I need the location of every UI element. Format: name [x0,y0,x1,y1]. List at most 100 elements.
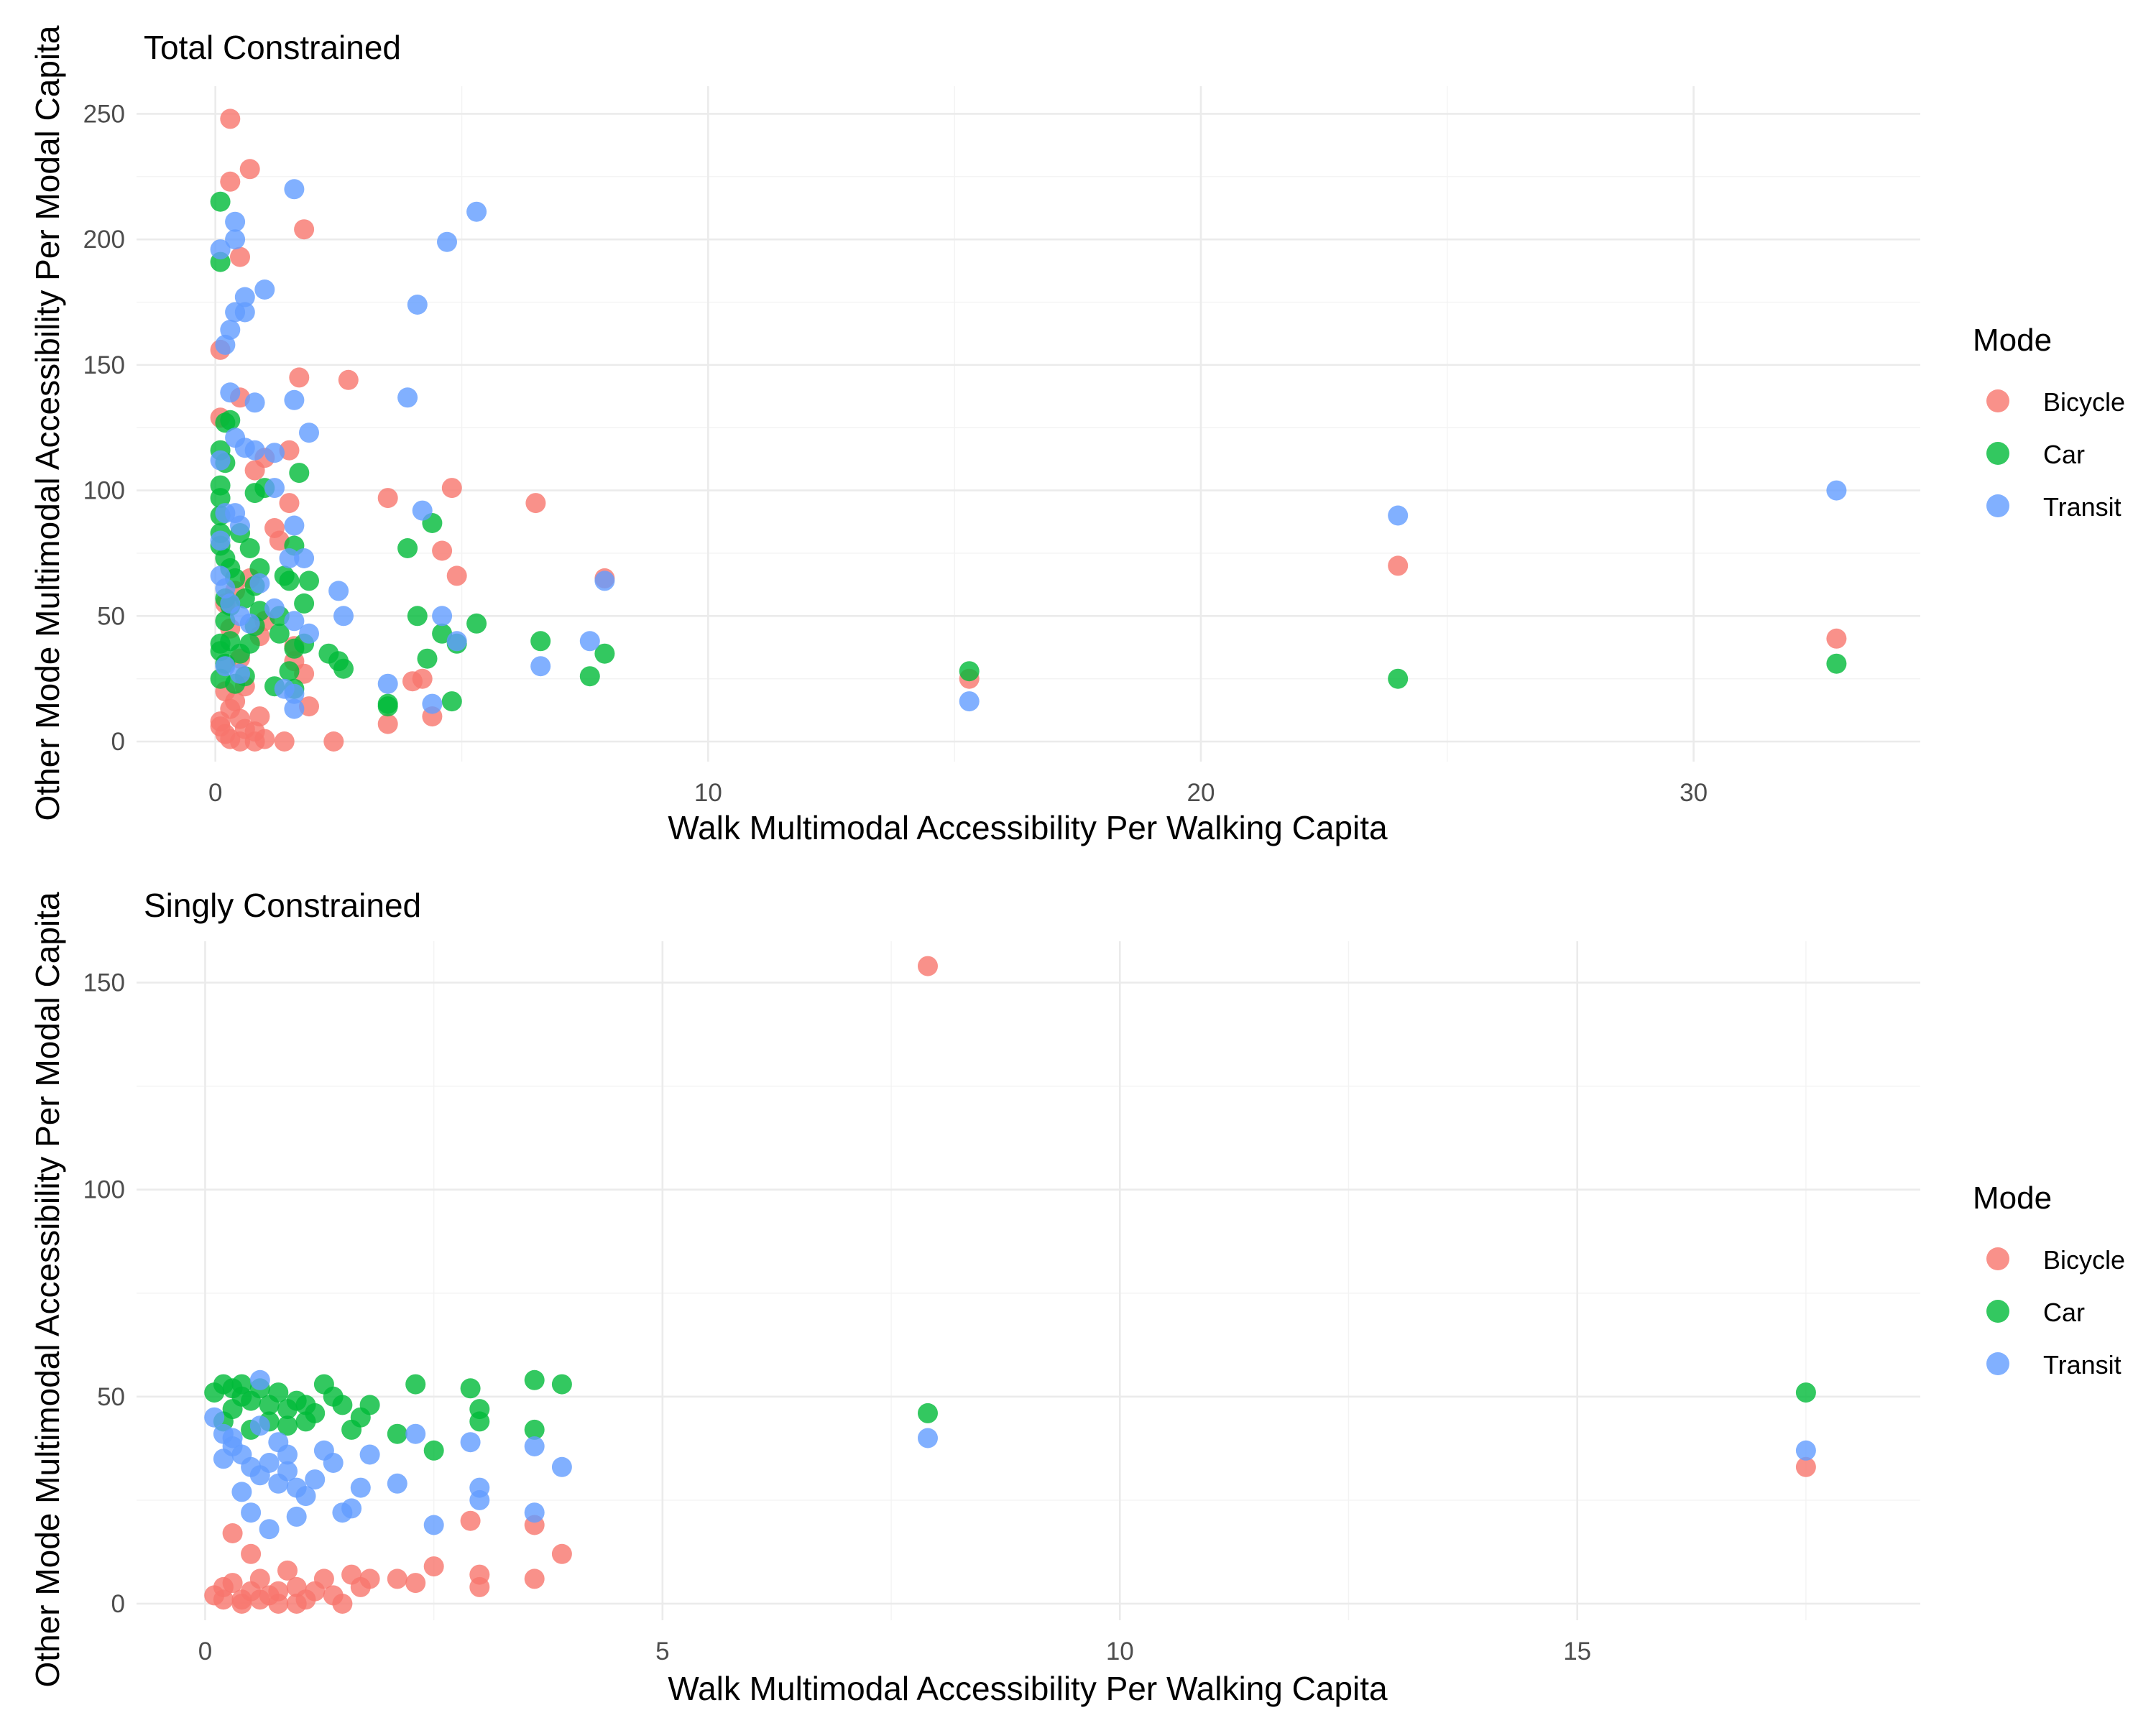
data-point-car [405,1374,426,1395]
y-axis-title: Other Mode Multimodal Accessibility Per … [29,25,66,821]
data-point-transit [234,287,255,308]
data-point-bicycle [230,708,250,729]
x-tick-label: 15 [1563,1637,1591,1665]
data-point-transit [377,673,398,694]
data-point-transit [230,515,250,536]
legend-key-bicycle [1986,389,2009,412]
data-point-transit [594,570,615,591]
data-point-car [294,593,315,614]
data-point-transit [210,450,231,471]
data-point-car [417,648,438,669]
data-point-bicycle [279,493,300,514]
data-point-bicycle [551,1543,572,1564]
legend-key-car [1986,1300,2009,1323]
data-point-transit [264,443,285,463]
y-axis-title: Other Mode Multimodal Accessibility Per … [29,892,66,1687]
data-point-car [551,1374,572,1395]
data-point-bicycle [231,1589,252,1610]
y-tick-label: 50 [97,1383,125,1411]
data-point-car [268,1382,289,1403]
data-point-bicycle [249,1568,270,1589]
data-point-car [918,1403,938,1423]
legend-label-car: Car [2043,440,2085,469]
data-point-car [407,606,428,627]
data-point-bicycle [294,219,315,240]
data-point-transit [1388,505,1409,526]
legend-key-bicycle [1986,1247,2009,1270]
series-bicycle [210,108,1847,752]
data-point-car [579,666,600,687]
data-point-transit [277,1461,298,1482]
data-point-bicycle [241,1543,262,1564]
data-point-transit [469,1489,490,1510]
data-point-bicycle [274,731,295,752]
data-point-bicycle [338,369,359,390]
data-point-transit [530,656,551,677]
data-point-car [466,613,487,634]
data-point-car [299,570,319,591]
series-transit [210,179,1847,719]
data-point-transit [225,229,246,250]
data-point-bicycle [446,565,467,586]
x-tick-label: 20 [1187,779,1215,807]
data-point-transit [299,422,319,443]
data-point-car [210,488,231,509]
data-point-transit [284,389,305,410]
legend-label-bicycle: Bicycle [2043,1245,2125,1275]
data-point-car [269,623,290,644]
legend-title: Mode [1973,1181,2052,1216]
x-tick-label: 10 [1106,1637,1134,1665]
data-point-bicycle [323,731,344,752]
data-point-transit [460,1432,481,1453]
data-point-transit [551,1456,572,1477]
x-tick-label: 0 [198,1637,212,1665]
legend-title: Mode [1973,323,2052,358]
data-point-bicycle [286,1594,307,1614]
data-point-bicycle [412,668,433,689]
data-point-transit [305,1469,326,1490]
data-point-transit [466,201,487,222]
data-point-transit [249,1415,270,1436]
data-point-bicycle [268,1581,289,1602]
data-point-car [295,1395,316,1415]
data-point-transit [244,440,265,461]
data-point-bicycle [220,171,241,192]
data-point-bicycle [313,1568,334,1589]
data-point-transit [323,1453,344,1473]
data-point-bicycle [1388,555,1409,576]
x-tick-label: 30 [1680,779,1708,807]
y-tick-label: 100 [83,477,125,505]
data-point-transit [279,548,300,568]
data-point-transit [215,334,236,355]
data-point-transit [239,613,260,634]
legend-key-car [1986,442,2009,465]
data-point-car [460,1378,481,1399]
data-point-car [423,1440,444,1461]
data-point-bicycle [377,488,398,509]
data-point-transit [524,1436,545,1456]
data-point-transit [294,548,315,568]
data-point-transit [299,623,319,644]
data-points [210,108,1847,752]
data-point-transit [1826,480,1847,501]
data-point-bicycle [441,478,462,499]
data-point-bicycle [918,956,938,976]
data-point-bicycle [210,711,231,732]
data-point-bicycle [1795,1456,1816,1477]
data-point-transit [284,515,305,536]
data-point-car [333,658,354,679]
tick-labels: 0 10 20 30 0 50 100 150 200 250 [83,100,1708,807]
data-point-transit [244,392,265,413]
data-point-transit [277,1444,298,1465]
data-point-transit [225,211,246,232]
data-point-bicycle [460,1510,481,1531]
data-point-bicycle [469,1576,490,1597]
data-point-transit [215,578,236,599]
legend-label-car: Car [2043,1298,2085,1327]
legend-label-transit: Transit [2043,492,2122,522]
data-point-bicycle [277,1560,298,1581]
data-point-bicycle [359,1568,380,1589]
data-point-bicycle [249,1589,270,1610]
data-point-bicycle [244,721,265,742]
